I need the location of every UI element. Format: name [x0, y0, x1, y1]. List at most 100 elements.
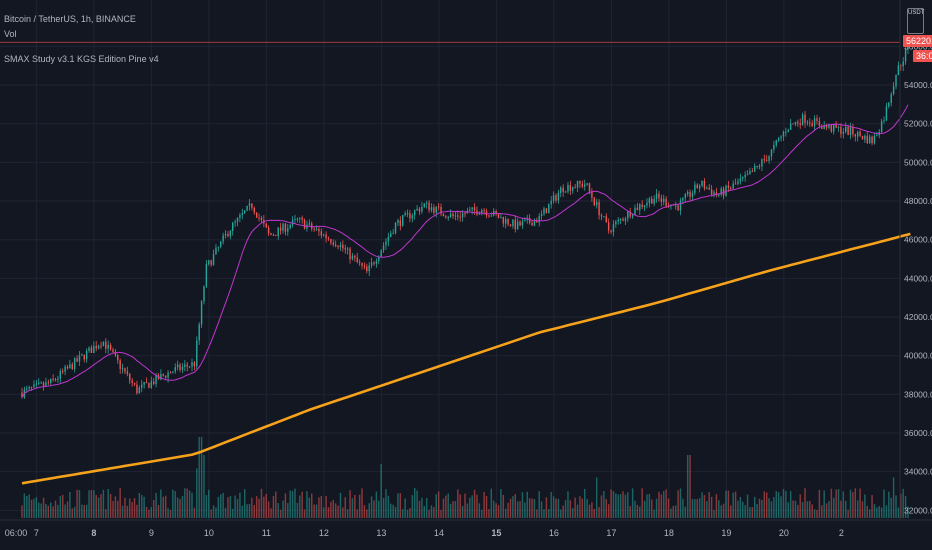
candle-body: [533, 220, 536, 226]
volume-bar: [806, 501, 809, 518]
candle-body: [229, 230, 232, 237]
volume-bar: [114, 496, 117, 518]
candle-body: [696, 184, 698, 189]
volume-bar: [93, 490, 95, 518]
volume-bar: [770, 501, 773, 518]
currency-unit-button[interactable]: USDT: [907, 8, 924, 34]
candle-body: [727, 185, 730, 188]
time-axis[interactable]: 06:00 7 8 9 10 11 12 13 14 15 16 17 18 19 20 2: [5, 528, 844, 538]
candle-body: [179, 364, 181, 370]
candle-body: [868, 136, 871, 144]
volume-bar: [715, 494, 718, 518]
price-tick-label: 32000.00: [904, 505, 932, 515]
volume-bar: [399, 493, 402, 518]
volume-bar: [686, 455, 689, 518]
candle-body: [90, 347, 93, 353]
candle-body: [322, 234, 325, 236]
candle-body: [342, 244, 344, 249]
candle-body: [404, 213, 406, 216]
price-tick-label: 54000.00: [904, 80, 932, 90]
volume-bar: [567, 491, 569, 518]
candle-body: [176, 364, 179, 368]
candle-body: [555, 195, 557, 201]
candle-body: [823, 125, 825, 129]
volume-bar: [342, 507, 344, 518]
volume-bar: [430, 505, 433, 518]
price-tick-label: 34000.00: [904, 467, 932, 477]
candle-body: [255, 212, 258, 218]
volume-bar: [69, 491, 71, 518]
volume-bar: [900, 493, 902, 518]
candle-body: [629, 211, 631, 217]
candle-body: [275, 234, 277, 236]
candle-body: [806, 122, 809, 124]
candle-body: [464, 213, 466, 215]
candle-body: [243, 210, 246, 214]
volume-bar: [42, 497, 45, 518]
candle-body: [543, 208, 545, 214]
volume-bar: [150, 507, 153, 518]
smax-indicator-label[interactable]: SMAX Study v3.1 KGS Edition Pine v4: [4, 54, 159, 64]
sma-fast-line: [21, 104, 909, 398]
time-tick-label: 17: [606, 528, 616, 538]
candle-body: [684, 194, 687, 198]
candle-body: [167, 372, 169, 378]
volume-bar: [648, 493, 651, 518]
candle-body: [509, 224, 512, 227]
volume-bar: [672, 505, 675, 518]
candle-body: [232, 222, 234, 231]
volume-bar: [435, 494, 437, 518]
candle-body: [876, 135, 878, 137]
candle-body: [658, 193, 660, 199]
volume-bar: [284, 493, 287, 518]
volume-bar: [746, 494, 749, 518]
volume-bar: [868, 509, 871, 518]
candle-body: [504, 218, 507, 224]
candles[interactable]: [21, 42, 909, 399]
volume-bar: [866, 506, 868, 518]
candle-body: [294, 218, 296, 220]
candle-body: [758, 165, 761, 167]
candle-body: [313, 228, 315, 230]
volume-bar: [603, 491, 605, 518]
candle-body: [682, 197, 684, 201]
volume-bar: [799, 494, 801, 518]
candle-body: [770, 149, 773, 157]
candle-body: [337, 245, 339, 248]
symbol-title[interactable]: Bitcoin / TetherUS, 1h, BINANCE: [4, 14, 136, 24]
volume-bar: [823, 490, 825, 518]
volume-bar: [871, 495, 873, 518]
candle-body: [198, 324, 200, 341]
volume-bar: [124, 497, 126, 518]
bar-countdown-tag: 36:01: [913, 50, 932, 63]
candle-body: [461, 213, 464, 218]
candle-body: [318, 229, 320, 232]
candle-body: [112, 349, 114, 352]
volume-bar: [109, 493, 112, 518]
volume-bar: [600, 495, 603, 518]
candle-body: [864, 135, 866, 140]
candle-body: [356, 257, 358, 262]
price-tick-label: 44000.00: [904, 273, 932, 283]
candle-body: [442, 213, 445, 217]
volume-bar: [888, 491, 890, 518]
candle-body: [548, 204, 550, 214]
price-tick-label: 42000.00: [904, 312, 932, 322]
volume-bar: [730, 505, 732, 518]
candle-body: [191, 362, 193, 367]
volume-indicator-label[interactable]: Vol: [4, 29, 17, 39]
candle-body: [885, 106, 888, 121]
volume-bar: [227, 497, 229, 518]
candle-body: [164, 375, 167, 378]
volume-bar: [255, 496, 258, 518]
candle-body: [289, 224, 291, 229]
volume-bars: [21, 437, 909, 518]
candle-body: [279, 227, 282, 231]
volume-bar: [813, 509, 816, 518]
candle-body: [344, 248, 346, 250]
price-axis[interactable]: 56000.0054000.0052000.0050000.0048000.00…: [904, 41, 932, 515]
candle-body: [588, 183, 591, 192]
volume-bar: [761, 500, 763, 518]
volume-bar: [21, 505, 23, 518]
